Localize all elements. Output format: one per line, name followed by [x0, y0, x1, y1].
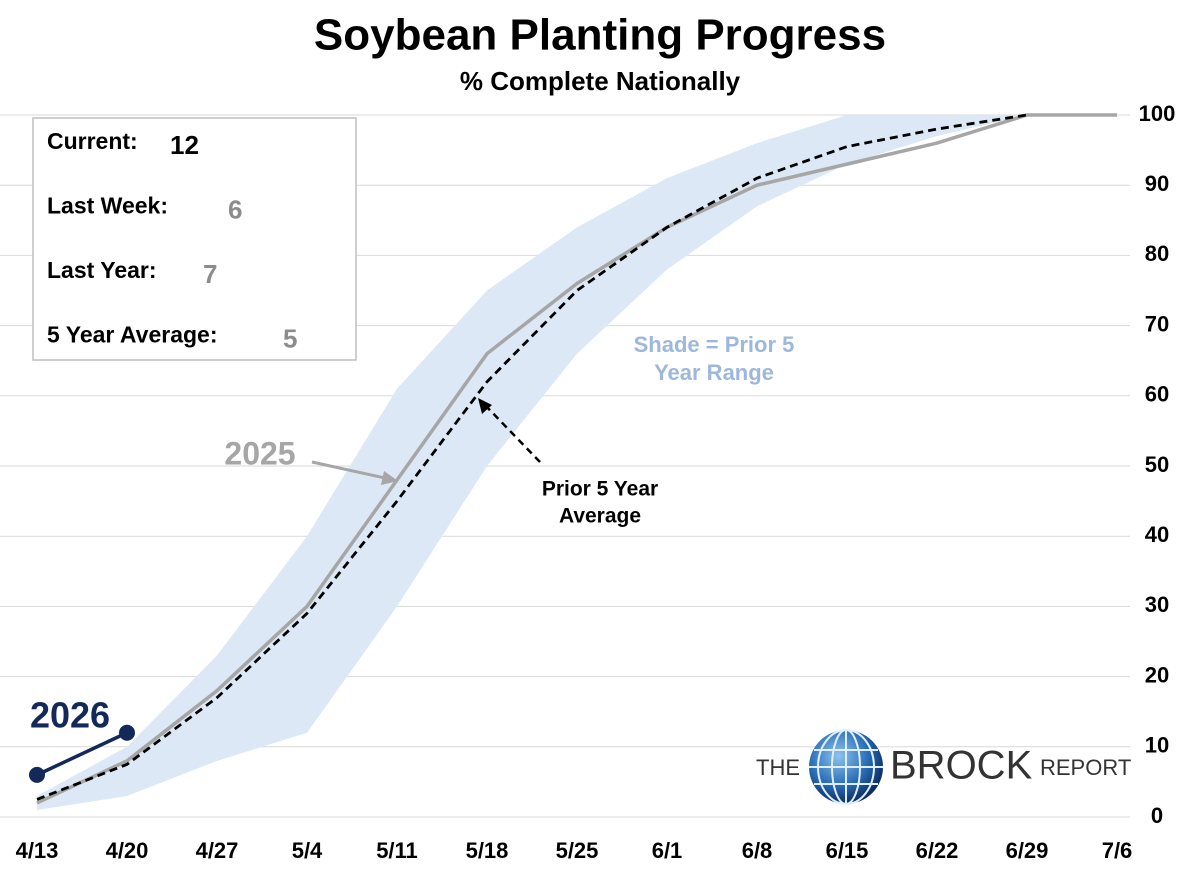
- y-tick-label: 70: [1145, 311, 1169, 336]
- range-label: Year Range: [654, 360, 774, 385]
- logo-text: REPORT: [1040, 755, 1131, 780]
- x-tick-label: 6/1: [652, 838, 683, 863]
- x-tick-label: 7/6: [1102, 838, 1133, 863]
- series-line: [36, 113, 1117, 805]
- info-label: 5 Year Average:: [47, 322, 218, 348]
- label-2025: 2025: [224, 435, 295, 471]
- logo-text: BROCK: [890, 744, 1033, 788]
- x-tick-label: 5/4: [292, 838, 323, 863]
- arrow-avg: [483, 403, 541, 463]
- logo-text: THE: [756, 755, 800, 780]
- range-label: Shade = Prior 5: [634, 332, 795, 357]
- y-tick-label: 20: [1145, 662, 1169, 687]
- chart-title: Soybean Planting Progress: [314, 11, 886, 60]
- label-2026: 2026: [30, 695, 110, 736]
- y-tick-label: 10: [1145, 733, 1169, 758]
- avg-label: Average: [559, 505, 641, 528]
- logo-grid: [809, 729, 883, 805]
- x-tick-label: 5/11: [376, 838, 418, 863]
- y-tick-label: 40: [1145, 522, 1169, 547]
- x-tick-label: 4/20: [106, 838, 149, 863]
- x-tick-label: 6/15: [826, 838, 869, 863]
- x-tick-label: 4/13: [16, 838, 59, 863]
- x-tick-label: 5/18: [466, 838, 509, 863]
- y-tick-label: 50: [1145, 452, 1169, 477]
- y-tick-label: 0: [1151, 803, 1163, 828]
- x-tick-label: 4/27: [196, 838, 239, 863]
- y-tick-label: 60: [1145, 382, 1169, 407]
- info-value: 12: [170, 130, 199, 160]
- avg-label: Prior 5 Year: [542, 478, 658, 501]
- info-label: Last Year:: [47, 257, 157, 283]
- info-value: 6: [228, 194, 242, 224]
- info-value: 5: [283, 323, 297, 353]
- series-line: [36, 113, 1028, 801]
- arrow-head: [381, 471, 398, 485]
- y-tick-label: 100: [1139, 101, 1176, 126]
- info-value: 7: [203, 259, 217, 289]
- x-tick-label: 6/8: [742, 838, 773, 863]
- x-tick-label: 5/25: [556, 838, 599, 863]
- arrow-head: [478, 398, 492, 414]
- info-label: Current:: [47, 128, 138, 154]
- series-line: [36, 731, 128, 777]
- chart-subtitle: % Complete Nationally: [460, 66, 741, 96]
- x-tick-label: 6/22: [916, 838, 959, 863]
- y-tick-label: 30: [1145, 592, 1169, 617]
- arrow-2025: [311, 460, 395, 482]
- y-tick-label: 80: [1145, 241, 1169, 266]
- y-tick-label: 90: [1145, 171, 1169, 196]
- x-tick-label: 6/29: [1006, 838, 1049, 863]
- info-label: Last Week:: [47, 193, 168, 219]
- series-marker: [29, 766, 45, 783]
- series-marker: [119, 724, 135, 741]
- info-box: [32, 117, 357, 361]
